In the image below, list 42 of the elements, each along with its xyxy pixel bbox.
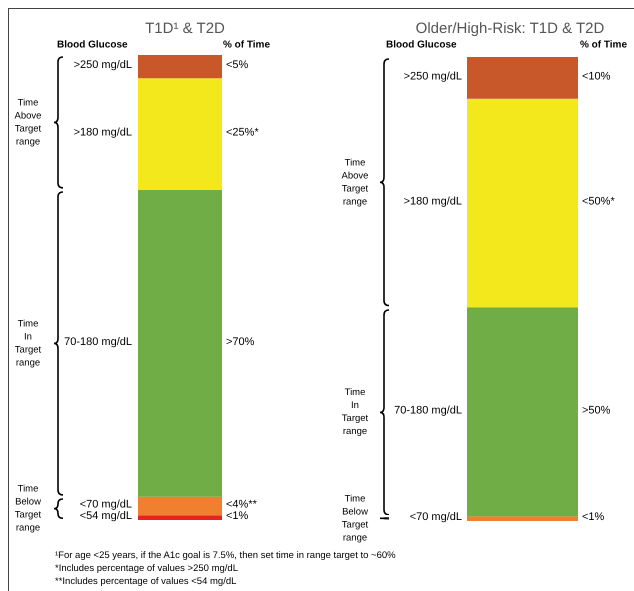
text: ¹For age <25 years, if the A1c goal is 7.5%, then set time in range target to ~60% [55, 549, 396, 562]
text: Blood Glucose [386, 40, 457, 50]
series-label: >180 mg/dL [74, 126, 132, 139]
text: Time Below Target range [342, 494, 369, 544]
text: <25%* [226, 126, 260, 139]
series-label: 70-180 mg/dL [394, 404, 462, 416]
bar [138, 190, 222, 497]
text: >70% [226, 336, 255, 348]
bar [467, 57, 578, 99]
text: Time In Target range [14, 318, 42, 368]
text: <10% [582, 70, 611, 82]
bar [467, 98, 578, 308]
text: <1% [226, 510, 249, 522]
bar [467, 516, 578, 521]
text: Time Above Target range [342, 157, 369, 208]
text: >50% [582, 404, 611, 416]
text: % of Time [580, 40, 628, 50]
text: <1% [582, 511, 605, 524]
series-label: <70 mg/dL [80, 498, 132, 511]
series-label: >250 mg/dL [74, 59, 132, 72]
bar [138, 78, 222, 190]
text: <50%* [582, 196, 616, 208]
text: % of Time [222, 40, 270, 50]
bar [138, 55, 222, 78]
text: Time In Target range [342, 386, 369, 437]
text: <5% [226, 59, 249, 72]
series-label: >250 mg/dL [404, 70, 462, 82]
series-label: 70-180 mg/dL [64, 336, 132, 348]
chart-title: Older/High-Risk: T1D & T2D [416, 20, 604, 37]
bar [138, 515, 222, 520]
text: Blood Glucose [57, 40, 128, 50]
bar [467, 308, 578, 516]
series-label: >180 mg/dL [404, 196, 462, 208]
series-label: <70 mg/dL [410, 511, 462, 524]
text: Time Above Target range [14, 97, 42, 148]
chart-title: T1D¹ & T2D [145, 20, 226, 37]
bar [138, 496, 222, 516]
text: *Includes percentage of values >250 mg/dL [55, 562, 240, 575]
text: Time Below Target range [14, 483, 42, 534]
series-label: <54 mg/dL [80, 510, 132, 522]
text: **Includes percentage of values <54 mg/dL [55, 575, 238, 588]
text: <4%** [226, 498, 258, 511]
